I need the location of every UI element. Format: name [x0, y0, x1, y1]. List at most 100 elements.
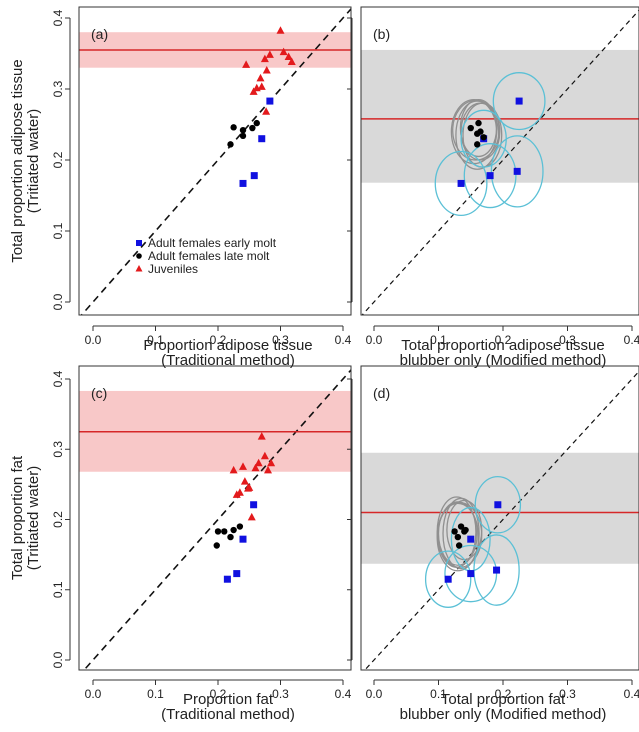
- point-early: [266, 97, 274, 105]
- reference-band: [361, 49, 639, 183]
- y-axis-title: Total proportion adipose tissue: [9, 59, 26, 262]
- point-early: [239, 535, 247, 543]
- point-juv: [240, 477, 249, 485]
- reference-band: [361, 452, 639, 564]
- x-axis-title: Proportion adipose tissue: [143, 337, 312, 354]
- point-juv: [284, 52, 293, 61]
- x-axis-title: blubber only (Modified method): [400, 706, 607, 723]
- legend-label: Juveniles: [148, 262, 198, 276]
- x-tick-label: 0.0: [85, 333, 102, 347]
- panel-a: 0.0 0.1 0.2 0.3 0.4 0.0 0.1 0.2 0.3 0.4 (a) Proport…: [9, 6, 352, 369]
- point-late: [213, 542, 220, 549]
- point-juv: [247, 512, 256, 521]
- x-tick-label: 0.2: [495, 333, 512, 347]
- point-juv: [254, 458, 263, 467]
- point-juv: [267, 458, 276, 467]
- point-juv: [257, 82, 266, 90]
- point-late: [221, 528, 228, 535]
- point-early: [258, 135, 266, 143]
- one-to-one-line: [80, 7, 351, 315]
- point-late: [451, 528, 458, 535]
- legend-label: Adult females early molt: [148, 236, 277, 250]
- point-juv: [287, 57, 296, 66]
- x-tick-label: 0.3: [272, 333, 289, 347]
- x-tick-label: 0.1: [430, 687, 447, 701]
- point-juv: [235, 488, 244, 496]
- point-late: [454, 533, 462, 541]
- confidence-ellipse: [463, 143, 517, 209]
- confidence-ellipse: [434, 150, 488, 217]
- panel-label: (d): [373, 385, 390, 401]
- plot-frame: [78, 365, 352, 671]
- confidence-ellipse: [473, 534, 520, 606]
- x-tick-label: 0.2: [210, 333, 227, 347]
- confidence-ellipse: [436, 496, 477, 568]
- plot-area: [79, 368, 351, 670]
- x-tick-label: 0.0: [366, 333, 383, 347]
- point-late: [480, 134, 487, 141]
- point-juv: [262, 107, 271, 115]
- point-early: [250, 501, 258, 509]
- point-late: [475, 119, 482, 127]
- y-tick-label: 0.0: [51, 293, 65, 310]
- x-tick-label: 0.2: [210, 687, 227, 701]
- panel-label: (b): [373, 26, 390, 42]
- x-axis-title: (Traditional method): [161, 706, 295, 723]
- point-early: [467, 570, 475, 578]
- x-tick-label: 0.4: [624, 333, 639, 347]
- point-juv: [229, 465, 238, 474]
- panel-label: (a): [91, 26, 108, 42]
- point-juv: [264, 465, 272, 474]
- x-tick-label: 0.0: [85, 687, 102, 701]
- point-juv: [260, 54, 269, 63]
- x-tick-label: 0.1: [147, 687, 164, 701]
- confidence-ellipse: [424, 550, 472, 608]
- y-axis-title: (Tritiated water): [25, 466, 42, 570]
- point-early: [444, 575, 452, 583]
- point-late: [227, 141, 234, 148]
- x-tick-label: 0.3: [559, 333, 576, 347]
- point-early: [233, 570, 241, 578]
- point-juv: [279, 47, 288, 56]
- point-late: [230, 526, 237, 534]
- y-tick-label: 0.4: [51, 9, 65, 26]
- x-tick-label: 0.4: [335, 333, 352, 347]
- y-tick-label: 0.3: [51, 80, 65, 97]
- point-early: [513, 167, 521, 175]
- point-late: [227, 533, 234, 541]
- confidence-ellipse: [452, 99, 500, 161]
- panel-label: (c): [91, 385, 107, 401]
- point-juv: [276, 26, 285, 34]
- point-early: [223, 575, 231, 583]
- one-to-one-line: [361, 9, 639, 315]
- legend-marker: [136, 253, 142, 259]
- y-tick-label: 0.1: [51, 222, 65, 239]
- point-early: [250, 172, 258, 180]
- x-tick-label: 0.1: [147, 333, 164, 347]
- x-tick-label: 0.4: [335, 687, 352, 701]
- point-late: [455, 542, 463, 549]
- panel-c: 0.0 0.1 0.2 0.3 0.4 0.0 0.1 0.2 0.3 0.4 (c) Proport…: [9, 365, 352, 723]
- x-axis-title: Proportion fat: [183, 691, 274, 708]
- plot-area: [361, 370, 639, 670]
- point-late: [457, 523, 465, 530]
- point-late: [214, 528, 222, 535]
- point-early: [486, 172, 494, 180]
- point-juv: [251, 463, 260, 472]
- one-to-one-line: [364, 370, 639, 670]
- point-juv: [257, 432, 266, 440]
- x-axis-title: Total proportion fat: [441, 691, 566, 708]
- x-axis-title: (Traditional method): [161, 352, 295, 369]
- point-juv: [242, 60, 251, 68]
- point-juv: [265, 50, 274, 58]
- y-tick-label: 0.2: [51, 511, 65, 528]
- x-tick-label: 0.0: [366, 687, 383, 701]
- legend-marker: [136, 240, 142, 246]
- point-early: [493, 566, 501, 574]
- x-tick-label: 0.3: [272, 687, 289, 701]
- point-early: [494, 501, 502, 509]
- point-juv: [262, 66, 271, 74]
- x-tick-label: 0.4: [624, 687, 639, 701]
- legend-label: Adult females late molt: [148, 249, 270, 263]
